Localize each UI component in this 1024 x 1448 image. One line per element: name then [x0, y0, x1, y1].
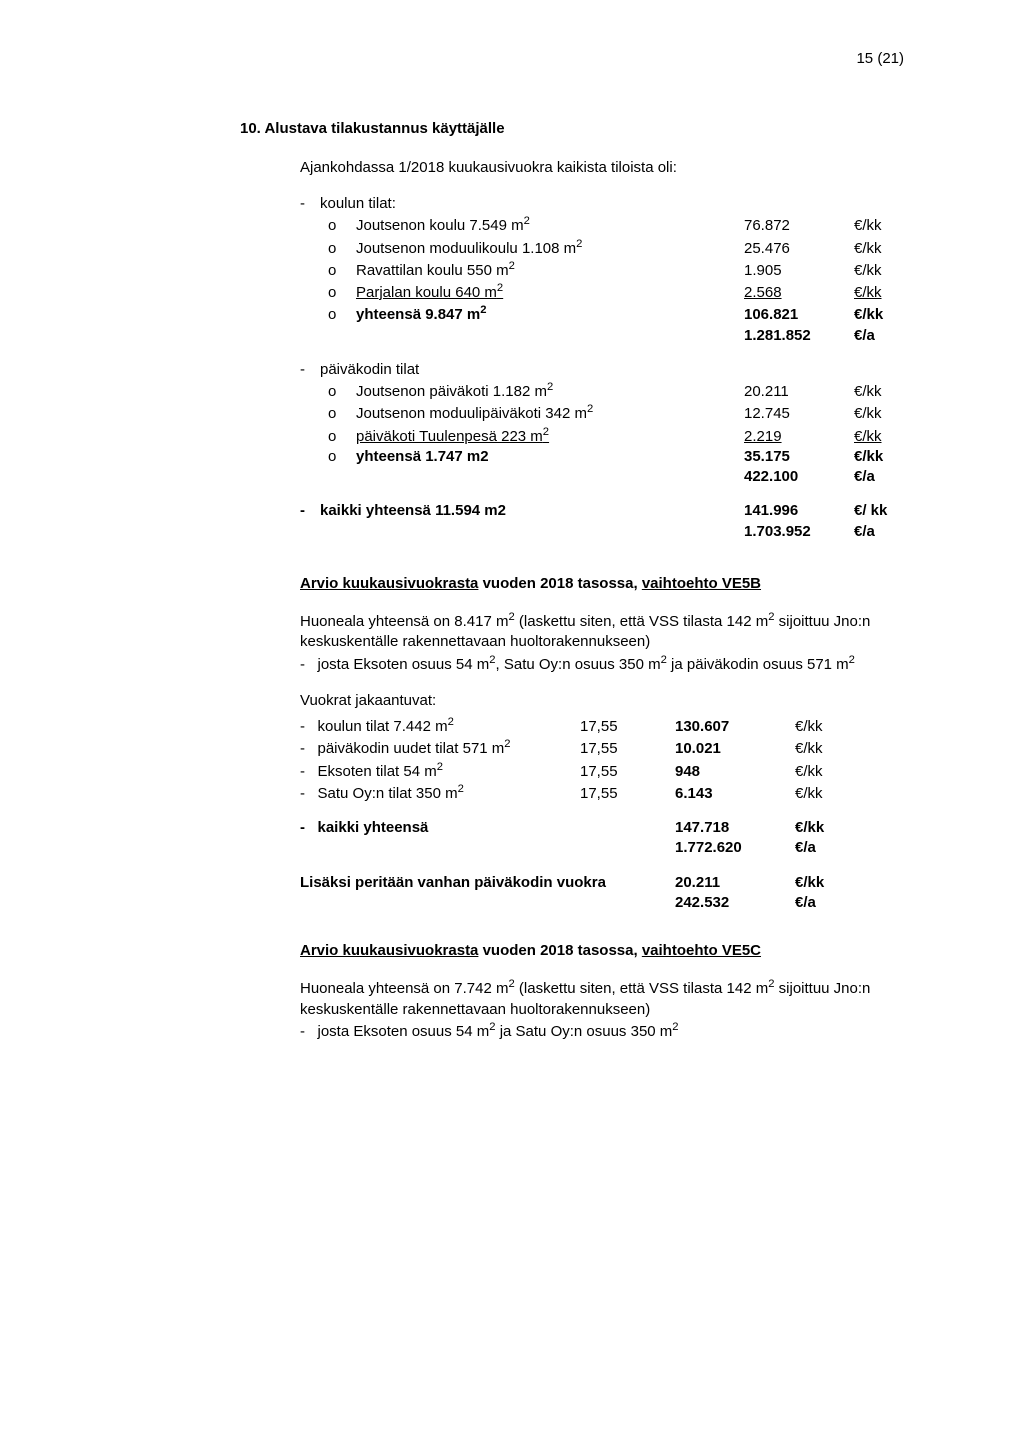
bullet-circle: o [300, 427, 356, 447]
bullet-dash: - [300, 360, 320, 380]
grand-total-label: kaikki yhteensä 11.594 m2 [320, 501, 744, 521]
rent-row: - Eksoten tilat 54 m2 17,55 948 €/kk [300, 760, 904, 782]
extra-rent-row: Lisäksi peritään vanhan päiväkodin vuokr… [300, 873, 904, 893]
unit: €/kk [795, 818, 845, 838]
unit: €/kk [795, 784, 845, 804]
value: 130.607 [675, 717, 795, 737]
unit: €/kk [854, 216, 904, 236]
daycare-block: - päiväkodin tilat o Joutsenon päiväkoti… [300, 360, 904, 488]
value: 106.821 [744, 305, 854, 325]
list-item: Parjalan koulu 640 m2 [356, 281, 744, 303]
ve5b-heading: Arvio kuukausivuokrasta vuoden 2018 taso… [300, 574, 904, 594]
list-item: päiväkoti Tuulenpesä 223 m2 [356, 425, 744, 447]
value: 35.175 [744, 447, 854, 467]
rents-title: Vuokrat jakaantuvat: [300, 691, 904, 711]
rent-total-row: 1.772.620 €/a [300, 838, 904, 858]
school-title: koulun tilat: [320, 194, 744, 214]
unit: €/kk [854, 382, 904, 402]
unit: €/ kk [854, 501, 904, 521]
value: 20.211 [675, 873, 795, 893]
value: 141.996 [744, 501, 854, 521]
unit: €/kk [795, 717, 845, 737]
bullet-dash: - [300, 501, 320, 521]
grand-total-block: - kaikki yhteensä 11.594 m2 141.996 €/ k… [300, 501, 904, 542]
bullet-circle: o [300, 305, 356, 325]
unit: €/kk [854, 447, 904, 467]
rate: 17,55 [580, 762, 675, 782]
rate: 17,55 [580, 717, 675, 737]
unit: €/a [854, 467, 904, 487]
list-item: Joutsenon päiväkoti 1.182 m2 [356, 380, 744, 402]
value: 2.219 [744, 427, 854, 447]
bullet-circle: o [300, 382, 356, 402]
value: 1.772.620 [675, 838, 795, 858]
value: 25.476 [744, 239, 854, 259]
ve5c-paragraph: Huoneala yhteensä on 7.742 m2 (laskettu … [300, 977, 904, 1042]
value: 20.211 [744, 382, 854, 402]
bullet-circle: o [300, 239, 356, 259]
value: 1.905 [744, 261, 854, 281]
value: 12.745 [744, 404, 854, 424]
unit: €/a [795, 893, 845, 913]
value: 6.143 [675, 784, 795, 804]
list-item: Joutsenon koulu 7.549 m2 [356, 214, 744, 236]
ve5b-paragraph: Huoneala yhteensä on 8.417 m2 (laskettu … [300, 610, 904, 675]
intro-text: Ajankohdassa 1/2018 kuukausivuokra kaiki… [300, 159, 904, 176]
unit: €/a [854, 522, 904, 542]
bullet-circle: o [300, 404, 356, 424]
value: 147.718 [675, 818, 795, 838]
value: 2.568 [744, 283, 854, 303]
list-item: Ravattilan koulu 550 m2 [356, 259, 744, 281]
unit: €/kk [854, 283, 904, 303]
unit: €/kk [854, 305, 904, 325]
bullet-circle: o [300, 261, 356, 281]
list-item: Joutsenon moduulipäiväkoti 342 m2 [356, 402, 744, 424]
value: 242.532 [675, 893, 795, 913]
unit: €/kk [854, 404, 904, 424]
page-number: 15 (21) [856, 50, 904, 67]
subtotal-label: yhteensä 1.747 m2 [356, 447, 744, 467]
extra-rent-row: 242.532 €/a [300, 893, 904, 913]
rent-row: - koulun tilat 7.442 m2 17,55 130.607 €/… [300, 715, 904, 737]
subtotal-label: yhteensä 9.847 m2 [356, 303, 744, 325]
unit: €/a [854, 326, 904, 346]
unit: €/kk [854, 239, 904, 259]
unit: €/kk [854, 261, 904, 281]
document-body: 10. Alustava tilakustannus käyttäjälle A… [240, 120, 904, 1042]
rent-row: - Satu Oy:n tilat 350 m2 17,55 6.143 €/k… [300, 782, 904, 804]
value: 1.703.952 [744, 522, 854, 542]
rate: 17,55 [580, 784, 675, 804]
value: 1.281.852 [744, 326, 854, 346]
unit: €/a [795, 838, 845, 858]
bullet-dash: - [300, 194, 320, 214]
unit: €/kk [795, 762, 845, 782]
list-item: Joutsenon moduulikoulu 1.108 m2 [356, 237, 744, 259]
heading-10: 10. Alustava tilakustannus käyttäjälle [240, 120, 904, 137]
rate: 17,55 [580, 739, 675, 759]
school-block: - koulun tilat: o Joutsenon koulu 7.549 … [300, 194, 904, 346]
value: 76.872 [744, 216, 854, 236]
unit: €/kk [854, 427, 904, 447]
ve5c-heading: Arvio kuukausivuokrasta vuoden 2018 taso… [300, 941, 904, 961]
bullet-circle: o [300, 447, 356, 467]
unit: €/kk [795, 739, 845, 759]
rent-total-row: - kaikki yhteensä 147.718 €/kk [300, 818, 904, 838]
bullet-circle: o [300, 283, 356, 303]
value: 422.100 [744, 467, 854, 487]
bullet-circle: o [300, 216, 356, 236]
unit: €/kk [795, 873, 845, 893]
daycare-title: päiväkodin tilat [320, 360, 744, 380]
rent-row: - päiväkodin uudet tilat 571 m2 17,55 10… [300, 737, 904, 759]
value: 10.021 [675, 739, 795, 759]
value: 948 [675, 762, 795, 782]
